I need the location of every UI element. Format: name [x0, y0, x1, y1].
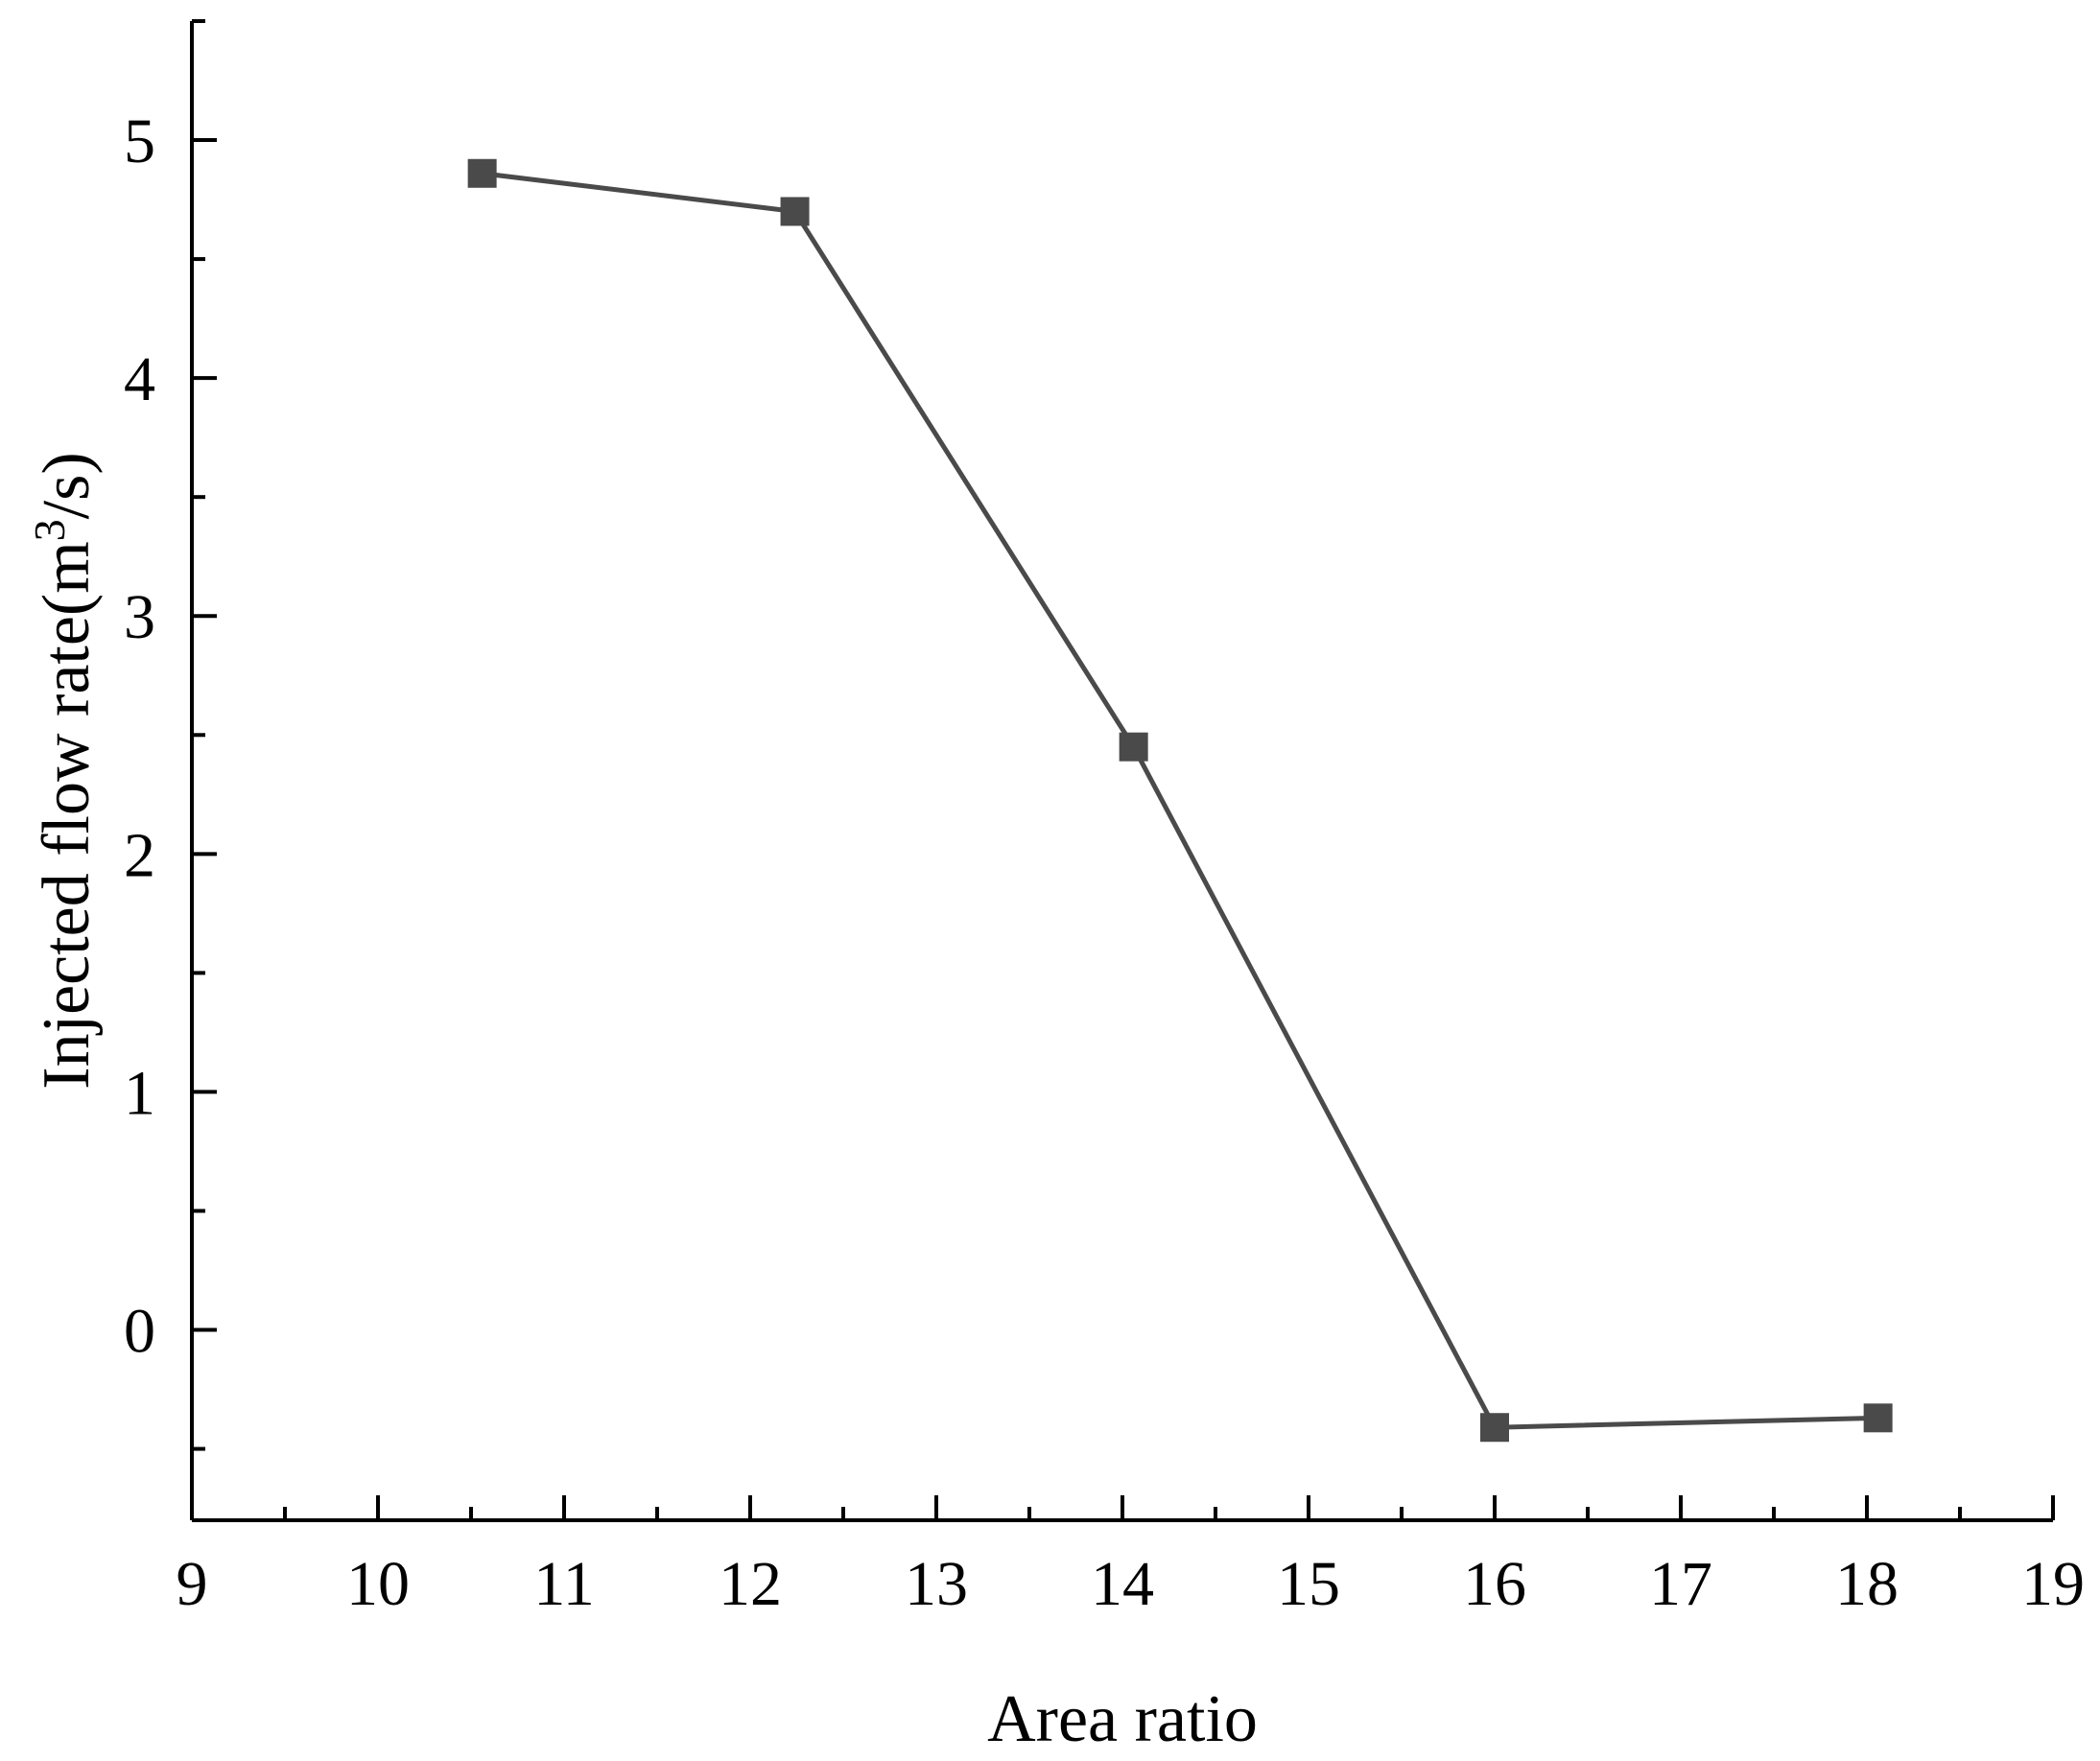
- y-tick-label: 1: [124, 1058, 155, 1128]
- y-tick-label: 3: [124, 582, 155, 652]
- data-point-marker: [1863, 1403, 1893, 1433]
- data-point-marker: [1480, 1413, 1509, 1443]
- x-axis-title: Area ratio: [987, 1682, 1258, 1756]
- x-tick-label: 11: [533, 1549, 595, 1619]
- data-point-marker: [467, 158, 497, 188]
- series-line: [482, 171, 1878, 1430]
- y-tick-label: 4: [124, 344, 155, 414]
- series-layer: [467, 158, 1893, 1443]
- x-tick-label: 17: [1649, 1549, 1712, 1619]
- y-axis-title-tail: /s): [30, 452, 104, 519]
- x-tick-label: 12: [719, 1549, 782, 1619]
- x-tick-label: 10: [346, 1549, 410, 1619]
- y-axis-title: Injected flow rate(m3/s): [25, 452, 105, 1089]
- data-point-marker: [1119, 732, 1148, 762]
- x-tick-label: 14: [1091, 1549, 1154, 1619]
- x-tick-label: 19: [2021, 1549, 2085, 1619]
- y-axis-title-main: Injected flow rate(m: [30, 541, 104, 1089]
- x-tick-label: 9: [177, 1549, 208, 1619]
- x-tick-label: 15: [1277, 1549, 1340, 1619]
- y-axis-title-superscript: 3: [25, 519, 74, 541]
- x-tick-label: 18: [1835, 1549, 1899, 1619]
- data-point-marker: [780, 197, 810, 226]
- y-tick-label: 5: [124, 106, 155, 176]
- x-tick-label: 13: [905, 1549, 968, 1619]
- y-tick-label: 0: [124, 1297, 155, 1367]
- x-tick-label: 16: [1463, 1549, 1526, 1619]
- y-tick-label: 2: [124, 820, 155, 890]
